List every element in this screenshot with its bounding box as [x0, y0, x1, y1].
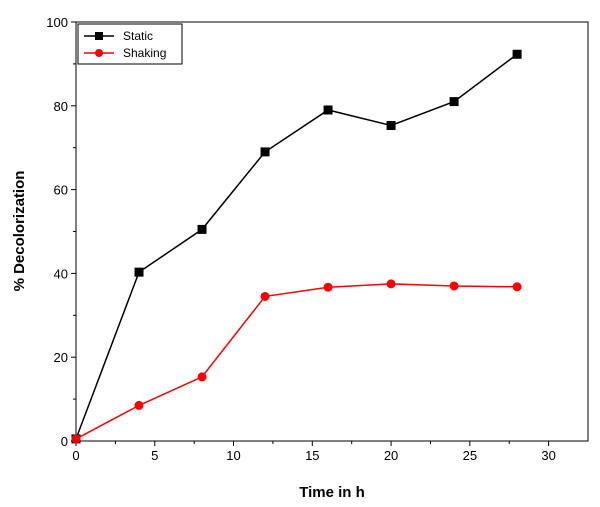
y-axis-title: % Decolorization [11, 171, 28, 292]
y-tick-label: 20 [54, 350, 68, 365]
series-layer [71, 49, 522, 444]
data-point-shaking [323, 282, 333, 292]
plot-frame [75, 21, 589, 442]
x-tick-label: 20 [384, 448, 398, 463]
legend-static-label: Static [123, 29, 153, 43]
data-point-shaking [197, 372, 207, 382]
data-point-shaking [449, 281, 459, 291]
data-point-shaking [512, 282, 522, 292]
x-axis-title: Time in h [299, 484, 365, 501]
y-tick-label: 60 [54, 183, 68, 198]
legend-shaking-label: Shaking [123, 46, 166, 60]
x-tick-label: 0 [72, 448, 79, 463]
data-point-shaking [134, 400, 144, 410]
x-axis-ticks: 0 5 10 15 20 25 30 [72, 441, 556, 463]
x-tick-label: 15 [305, 448, 319, 463]
series-line-static [75, 53, 518, 440]
data-point-static [512, 49, 522, 59]
x-tick-label: 30 [541, 448, 555, 463]
x-tick-label: 10 [226, 448, 240, 463]
legend-box [77, 23, 183, 65]
series-line-shaking [75, 283, 518, 440]
data-point-static [197, 224, 207, 234]
data-point-static [134, 267, 144, 277]
legend: Static Shaking [77, 23, 183, 65]
y-tick-label: 100 [46, 15, 68, 30]
x-tick-label: 25 [463, 448, 477, 463]
data-point-static [323, 105, 333, 115]
data-point-shaking [71, 434, 81, 444]
data-point-static [449, 97, 459, 107]
data-point-static [386, 120, 396, 130]
y-tick-label: 0 [61, 434, 68, 449]
data-point-shaking [260, 291, 270, 301]
data-point-shaking [386, 279, 396, 289]
legend-shaking-marker [95, 49, 103, 57]
y-tick-label: 40 [54, 266, 68, 281]
legend-static-marker [95, 32, 103, 40]
x-tick-label: 5 [151, 448, 158, 463]
y-axis-ticks: 0 20 40 60 80 100 [46, 15, 76, 449]
data-point-static [260, 147, 270, 157]
y-tick-label: 80 [54, 99, 68, 114]
